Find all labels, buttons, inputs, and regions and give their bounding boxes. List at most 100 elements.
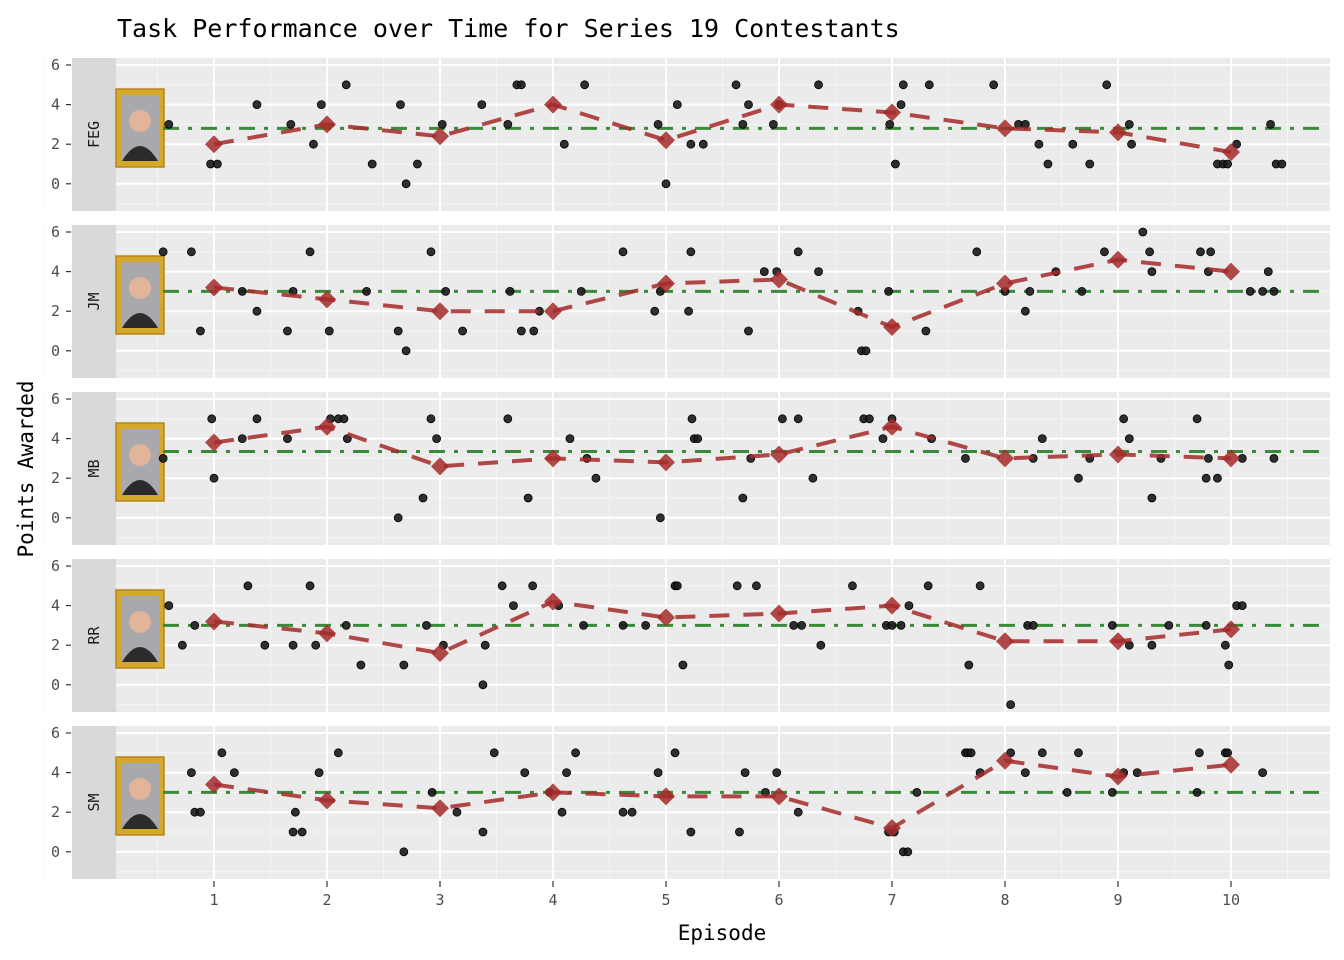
task-score-point	[164, 120, 174, 129]
panel-background	[72, 559, 1330, 712]
task-score-point	[1085, 159, 1095, 169]
portrait-face-icon	[129, 611, 151, 633]
task-score-point	[311, 640, 321, 650]
episode-mean-marker	[657, 608, 675, 627]
task-score-point	[252, 100, 262, 109]
task-score-point	[1025, 286, 1035, 296]
task-score-point	[793, 414, 803, 424]
episode-mean-marker	[657, 131, 675, 150]
task-score-point	[975, 581, 985, 591]
strip-label: RR	[85, 626, 103, 645]
y-tick-label: 2	[51, 135, 60, 153]
task-score-point	[1068, 139, 1078, 149]
task-score-point	[964, 660, 974, 670]
strip-label: FEG	[85, 121, 103, 148]
task-score-point	[412, 159, 422, 169]
x-tick-label: 9	[1113, 891, 1122, 909]
task-score-point	[1201, 473, 1211, 483]
panel-background	[72, 225, 1330, 378]
task-score-point	[655, 286, 665, 296]
task-score-point	[1201, 621, 1211, 630]
task-score-point	[252, 306, 262, 316]
task-score-point	[744, 326, 753, 336]
episode-mean-marker	[431, 644, 449, 663]
x-tick-label: 5	[661, 891, 670, 909]
task-score-point	[243, 581, 253, 591]
task-score-point	[752, 581, 761, 591]
task-score-point	[1269, 453, 1279, 463]
episode-mean-marker	[544, 783, 562, 802]
task-score-point	[1077, 286, 1087, 296]
episode-mean-marker	[205, 278, 223, 297]
task-score-point	[591, 473, 601, 483]
task-score-point	[686, 827, 696, 837]
task-score-point	[164, 601, 174, 610]
y-tick-label: 2	[51, 803, 60, 821]
task-score-point	[1164, 621, 1174, 630]
task-score-point	[217, 748, 227, 758]
panel-jm: JM 0 2 4 6	[44, 223, 1330, 378]
task-score-point	[341, 621, 351, 630]
strip-sm	[72, 726, 116, 879]
task-score-point	[808, 473, 818, 483]
task-score-point	[441, 286, 451, 296]
y-tick-label: 0	[51, 509, 60, 527]
task-score-point	[1194, 748, 1204, 758]
episode-mean-marker	[657, 453, 675, 472]
episode-mean-marker	[883, 596, 901, 615]
panel-background	[72, 392, 1330, 545]
task-score-point	[399, 847, 409, 857]
task-score-point	[896, 621, 906, 630]
task-score-point	[477, 100, 487, 109]
episode-mean-marker	[996, 751, 1014, 770]
panel-background	[72, 726, 1330, 879]
task-score-point	[1020, 306, 1030, 316]
strip-label: MB	[85, 459, 103, 477]
episode-mean-marker	[996, 449, 1014, 468]
task-score-point	[212, 159, 222, 169]
task-score-point	[503, 120, 513, 129]
task-score-point	[1124, 120, 1134, 129]
episode-mean-marker	[657, 787, 675, 806]
episode-mean-line	[213, 257, 1232, 330]
task-score-point	[678, 660, 688, 670]
task-score-point	[529, 326, 539, 336]
episode-mean-marker	[883, 417, 901, 436]
task-score-point	[401, 179, 411, 189]
task-score-point	[887, 621, 897, 630]
episode-mean-marker	[431, 457, 449, 476]
task-score-point	[579, 621, 588, 630]
episode-mean-marker	[770, 604, 788, 623]
task-score-point	[731, 80, 741, 90]
episode-mean-marker	[318, 417, 336, 436]
task-score-point	[158, 247, 168, 257]
episode-mean-marker	[205, 612, 223, 631]
task-score-point	[341, 80, 351, 90]
y-tick-label: 0	[51, 175, 60, 193]
episode-mean-marker	[318, 624, 336, 643]
task-score-point	[288, 640, 298, 650]
episode-mean-marker	[1222, 620, 1240, 639]
task-score-point	[489, 748, 499, 758]
task-score-point	[1220, 640, 1230, 650]
task-score-point	[1237, 601, 1247, 610]
task-score-point	[698, 139, 708, 149]
task-score-point	[670, 748, 680, 758]
task-score-point	[396, 100, 405, 109]
strip-jm	[72, 225, 116, 378]
panel-rr: RR 0 2 4 6	[44, 557, 1330, 712]
task-score-point	[1020, 768, 1030, 777]
task-score-point	[1107, 788, 1117, 797]
task-score-point	[290, 807, 300, 817]
y-tick-label: 4	[51, 263, 60, 281]
task-score-point	[190, 621, 200, 630]
task-score-point	[422, 621, 431, 630]
episode-mean-marker	[996, 274, 1014, 293]
episode-mean-line	[213, 599, 1232, 656]
y-tick-label: 4	[51, 96, 60, 114]
portrait-face-icon	[129, 444, 151, 466]
strip-feg	[72, 58, 116, 211]
episode-mean-marker	[431, 302, 449, 321]
y-tick-label: 0	[51, 342, 60, 360]
x-axis-title: Episode	[678, 921, 767, 945]
